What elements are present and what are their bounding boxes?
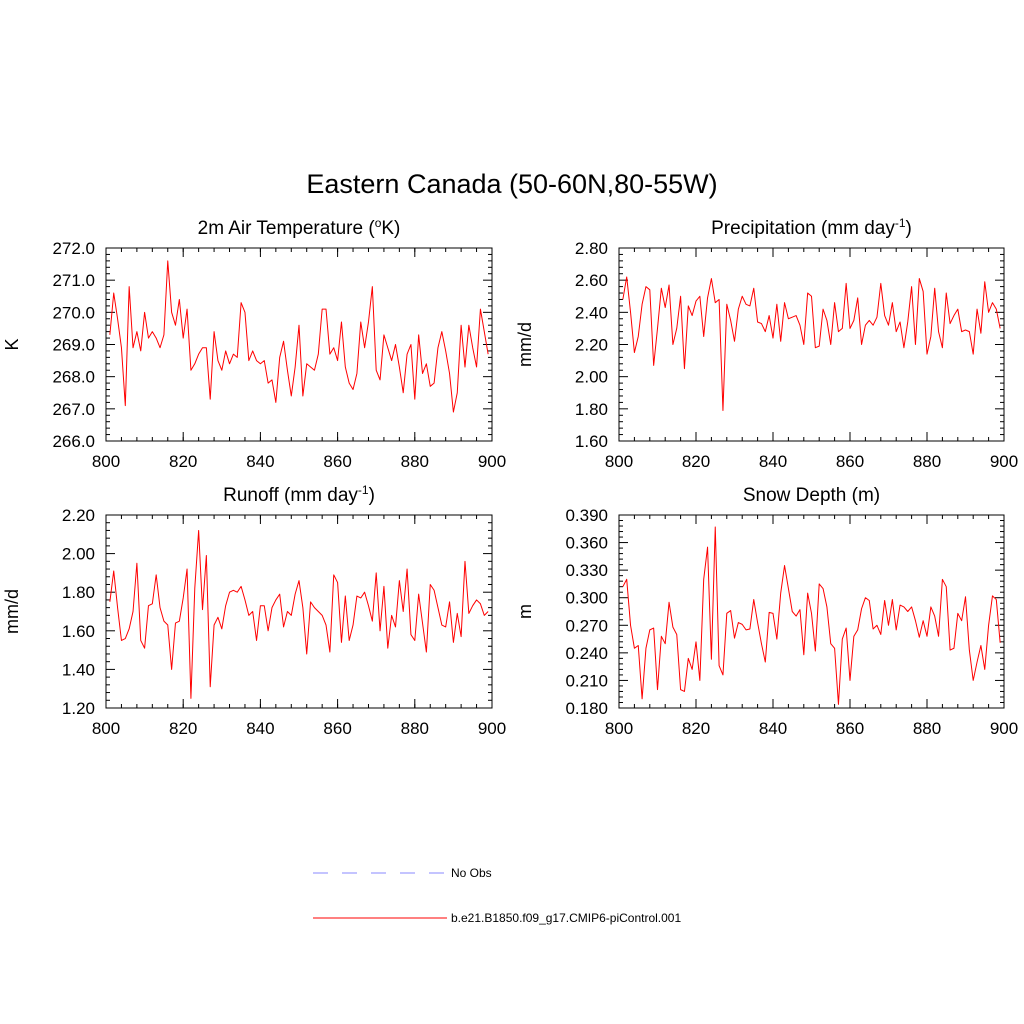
panel-title: Snow Depth (m): [743, 485, 880, 506]
y-tick-label: 2.20: [575, 336, 608, 355]
x-tick-label: 800: [605, 452, 633, 471]
x-tick-label: 900: [478, 452, 506, 471]
x-tick-label: 880: [401, 452, 429, 471]
y-tick-label: 0.390: [565, 506, 608, 525]
y-tick-label: 0.270: [565, 616, 608, 635]
y-tick-label: 0.210: [565, 671, 608, 690]
y-tick-label: 2.20: [62, 506, 95, 525]
x-tick-label: 860: [836, 452, 864, 471]
y-tick-label: 1.20: [62, 699, 95, 718]
plot-frame: [105, 247, 493, 442]
plot-frame: [618, 514, 1005, 709]
x-tick-label: 820: [169, 719, 197, 738]
x-tick-label: 900: [990, 452, 1018, 471]
y-tick-label: 2.80: [575, 239, 608, 258]
y-tick-label: 1.60: [62, 622, 95, 641]
panel-precipitation: Precipitation (mm day-1) mm/d 800 820 840 860…: [515, 216, 1018, 471]
x-tick-label: 800: [605, 719, 633, 738]
panel-title: 2m Air Temperature (oK): [198, 216, 401, 239]
y-tick-label: 271.0: [52, 271, 95, 290]
x-tick-label: 860: [323, 719, 351, 738]
y-tick-label: 1.40: [62, 660, 95, 679]
panel-title-superscript: -1: [358, 483, 369, 497]
main-title: Eastern Canada (50-60N,80-55W): [306, 169, 717, 199]
y-axis-label: K: [2, 338, 22, 350]
y-tick-label: 1.80: [575, 400, 608, 419]
y-tick-label: 2.00: [62, 545, 95, 564]
y-tick-label: 2.60: [575, 271, 608, 290]
y-tick-label: 267.0: [52, 400, 95, 419]
y-tick-label: 270.0: [52, 303, 95, 322]
plot-frame: [105, 514, 493, 709]
panel-title-tail: K): [381, 218, 400, 239]
x-tick-label: 820: [169, 452, 197, 471]
panel-title-tail: ): [906, 218, 912, 239]
x-tick-label: 880: [913, 719, 941, 738]
series-line-model: [109, 529, 489, 699]
panel-title-tail: ): [369, 485, 375, 506]
x-tick-label: 880: [913, 452, 941, 471]
y-tick-label: 1.60: [575, 432, 608, 451]
y-tick-label: 2.00: [575, 368, 608, 387]
x-tick-label: 840: [759, 719, 787, 738]
x-tick-label: 800: [92, 719, 120, 738]
x-tick-label: 840: [246, 719, 274, 738]
y-tick-label: 0.300: [565, 589, 608, 608]
x-tick-label: 800: [92, 452, 120, 471]
y-tick-label: 269.0: [52, 336, 95, 355]
y-tick-label: 272.0: [52, 239, 95, 258]
y-tick-label: 2.40: [575, 303, 608, 322]
panel-title-text: Snow Depth (m): [743, 485, 880, 506]
y-tick-label: 0.360: [565, 534, 608, 553]
y-tick-label: 0.330: [565, 561, 608, 580]
panel-title-text: 2m Air Temperature (: [198, 218, 376, 239]
y-tick-label: 268.0: [52, 368, 95, 387]
x-tick-label: 840: [759, 452, 787, 471]
series-line-model: [109, 260, 489, 413]
x-tick-label: 860: [323, 452, 351, 471]
series-line-model: [622, 526, 1001, 705]
x-tick-label: 880: [401, 719, 429, 738]
panel-title: Runoff (mm day-1): [223, 483, 375, 506]
legend-obs-label: No Obs: [451, 866, 492, 880]
x-tick-label: 900: [990, 719, 1018, 738]
series-line-model: [622, 276, 1001, 411]
x-tick-label: 860: [836, 719, 864, 738]
x-tick-label: 820: [682, 719, 710, 738]
x-tick-label: 840: [246, 452, 274, 471]
panel-title-text: Precipitation (mm day: [711, 218, 895, 239]
y-tick-label: 266.0: [52, 432, 95, 451]
panel-title-superscript: o: [375, 216, 382, 230]
y-tick-label: 0.180: [565, 699, 608, 718]
y-axis-label: mm/d: [2, 589, 22, 634]
plot-frame: [618, 247, 1005, 442]
panel-title-superscript: -1: [895, 216, 906, 230]
panel-air-temperature: 2m Air Temperature (oK) K 800 820 840 860 880 9…: [2, 216, 506, 471]
y-axis-label: mm/d: [515, 322, 535, 367]
x-tick-label: 900: [478, 719, 506, 738]
y-tick-label: 0.240: [565, 644, 608, 663]
panel-snow-depth: Snow Depth (m) m 800 820 840 860 880 900 0.180 0.…: [515, 485, 1018, 738]
x-tick-label: 820: [682, 452, 710, 471]
legend-model-label: b.e21.B1850.f09_g17.CMIP6-piControl.001: [451, 911, 681, 925]
legend: No Obs b.e21.B1850.f09_g17.CMIP6-piContr…: [313, 866, 681, 925]
panel-title-text: Runoff (mm day: [223, 485, 358, 506]
y-axis-label: m: [515, 604, 535, 619]
panel-title: Precipitation (mm day-1): [711, 216, 912, 239]
y-tick-label: 1.80: [62, 583, 95, 602]
panel-runoff: Runoff (mm day-1) mm/d 800 820 840 860 880 900 1…: [2, 483, 506, 738]
